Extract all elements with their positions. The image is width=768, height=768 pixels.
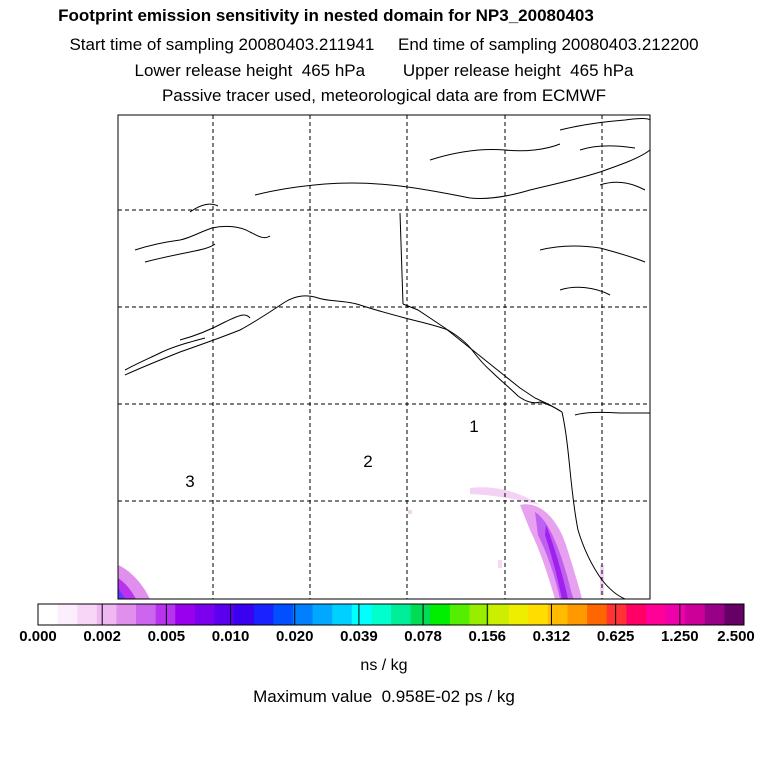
colorbar-cell (234, 604, 255, 625)
colorbar-cell (547, 604, 568, 625)
sampling-times: Start time of sampling 20080403.211941 E… (69, 35, 699, 54)
colorbar-cell (57, 604, 78, 625)
release-heights: Lower release height 465 hPa Upper relea… (134, 61, 634, 80)
colorbar-cell (312, 604, 333, 625)
colorbar-tick-label: 0.000 (19, 628, 57, 645)
colorbar-cell (645, 604, 667, 625)
colorbar-tick-label: 0.010 (211, 628, 250, 645)
maximum-value: Maximum value 0.958E-02 ps / kg (253, 687, 515, 706)
colorbar-cell (587, 604, 608, 625)
colorbar-cell (685, 604, 706, 625)
colorbar-cell (116, 604, 137, 625)
tracer-info: Passive tracer used, meteorological data… (161, 86, 607, 105)
colorbar-tick-label: 0.020 (275, 628, 314, 645)
colorbar-cell (253, 604, 274, 625)
colorbar-cell (136, 604, 157, 625)
colorbar-cell (96, 604, 117, 625)
colorbar-tick-label: 0.625 (596, 628, 635, 645)
colorbar-cell (606, 604, 627, 625)
borders (399, 212, 563, 413)
colorbar-tick-label: 0.156 (468, 628, 507, 645)
colorbar-cell (665, 604, 686, 625)
colorbar-cell (724, 604, 745, 625)
release-marker: 1 (469, 417, 478, 436)
colorbar-cell (469, 604, 490, 625)
colorbar-cell (77, 604, 98, 625)
colorbar-tick-label: 0.005 (147, 628, 186, 645)
colorbar-cell (155, 604, 176, 625)
coastlines (124, 118, 650, 599)
colorbar-cell (371, 604, 392, 625)
colorbar-unit: ns / kg (360, 657, 408, 674)
colorbar-cell (626, 604, 647, 625)
colorbar-tick-label: 0.039 (340, 628, 378, 645)
colorbar-cell (214, 604, 235, 625)
colorbar-cell (567, 604, 588, 625)
colorbar-tick-label: 2.500 (717, 628, 755, 645)
colorbar-tick-label: 1.250 (661, 628, 699, 645)
map-frame (117, 114, 651, 600)
colorbar-cell (489, 604, 510, 625)
colorbar-cell (430, 604, 451, 625)
release-marker: 3 (185, 472, 194, 491)
colorbar-cell (332, 604, 353, 625)
colorbar-cell (449, 604, 470, 625)
colorbar-cell (273, 604, 294, 625)
release-marker: 2 (363, 452, 372, 471)
colorbar-cell (410, 604, 431, 625)
colorbar-tick-label: 0.002 (83, 628, 121, 645)
colorbar-cell (292, 604, 314, 625)
colorbar-cell (508, 604, 529, 625)
colorbar-cell (194, 604, 215, 625)
colorbar-cell (528, 604, 549, 625)
colorbar-cell (704, 604, 725, 625)
colorbar-cell (391, 604, 412, 625)
colorbar-tick-label: 0.078 (404, 628, 442, 645)
colorbar-cell (175, 604, 196, 625)
colorbar-cell (351, 604, 372, 625)
colorbar-tick-label: 0.312 (532, 628, 571, 645)
release-markers: 1 2 3 (185, 417, 478, 491)
map-title: Footprint emission sensitivity in nested… (58, 6, 594, 25)
colorbar-cell (38, 604, 59, 625)
